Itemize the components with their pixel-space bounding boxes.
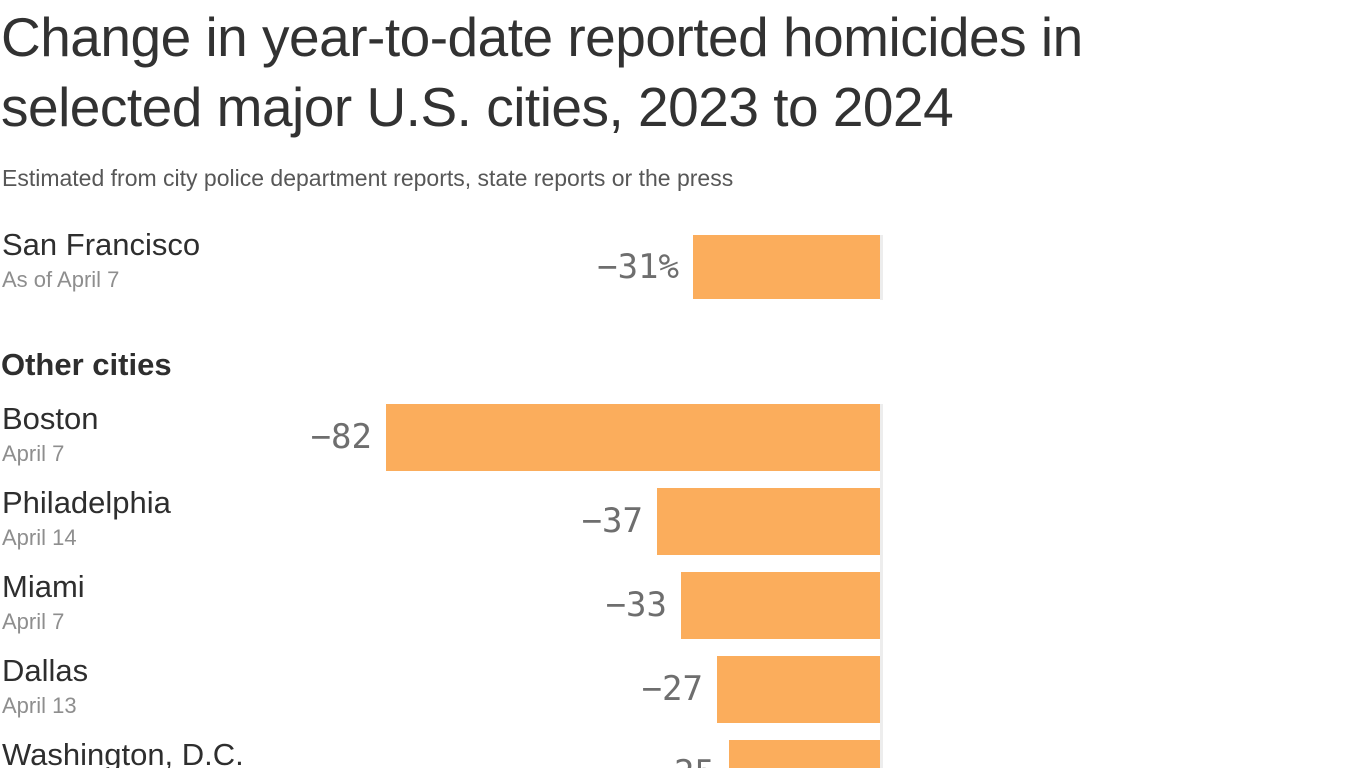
bar-row-label: Miami April 7 [2,568,85,636]
bar-row-label: Dallas April 13 [2,652,88,720]
bar [693,235,880,299]
city-name: Philadelphia [2,485,171,520]
as-of-date: April 13 [2,693,77,718]
as-of-date: As of April 7 [2,267,120,292]
as-of-date: April 7 [2,609,65,634]
chart-title: Change in year-to-date reported homicide… [1,6,1083,138]
bar-value-label: −31% [597,247,679,287]
zero-axis-line [880,404,883,768]
city-name: Boston [2,401,99,436]
chart-subtitle: Estimated from city police department re… [2,165,734,191]
bar-value-label: −37 [581,501,643,541]
bar-value-label: −33 [605,585,667,625]
bar-row-label: San Francisco As of April 7 [2,226,200,294]
bar-row-label: Philadelphia April 14 [2,484,171,552]
bar-row-label: Boston April 7 [2,400,99,468]
other-cities-heading: Other cities [1,347,172,382]
bar-value-label: −27 [641,669,703,709]
bar [717,656,880,723]
as-of-date: April 14 [2,525,77,550]
bar [657,488,880,555]
zero-axis-line [880,235,883,300]
bar [386,404,880,471]
bar-value-label: −25 [654,740,715,768]
city-name: Dallas [2,653,89,688]
bar [729,740,880,768]
city-name: Washington, D.C. [2,737,244,768]
bar-value-label: −82 [310,417,372,457]
city-name: San Francisco [2,227,201,262]
as-of-date: April 7 [2,441,65,466]
city-name: Miami [2,569,85,604]
bar [681,572,880,639]
bar-row-label: Washington, D.C. [2,736,244,768]
